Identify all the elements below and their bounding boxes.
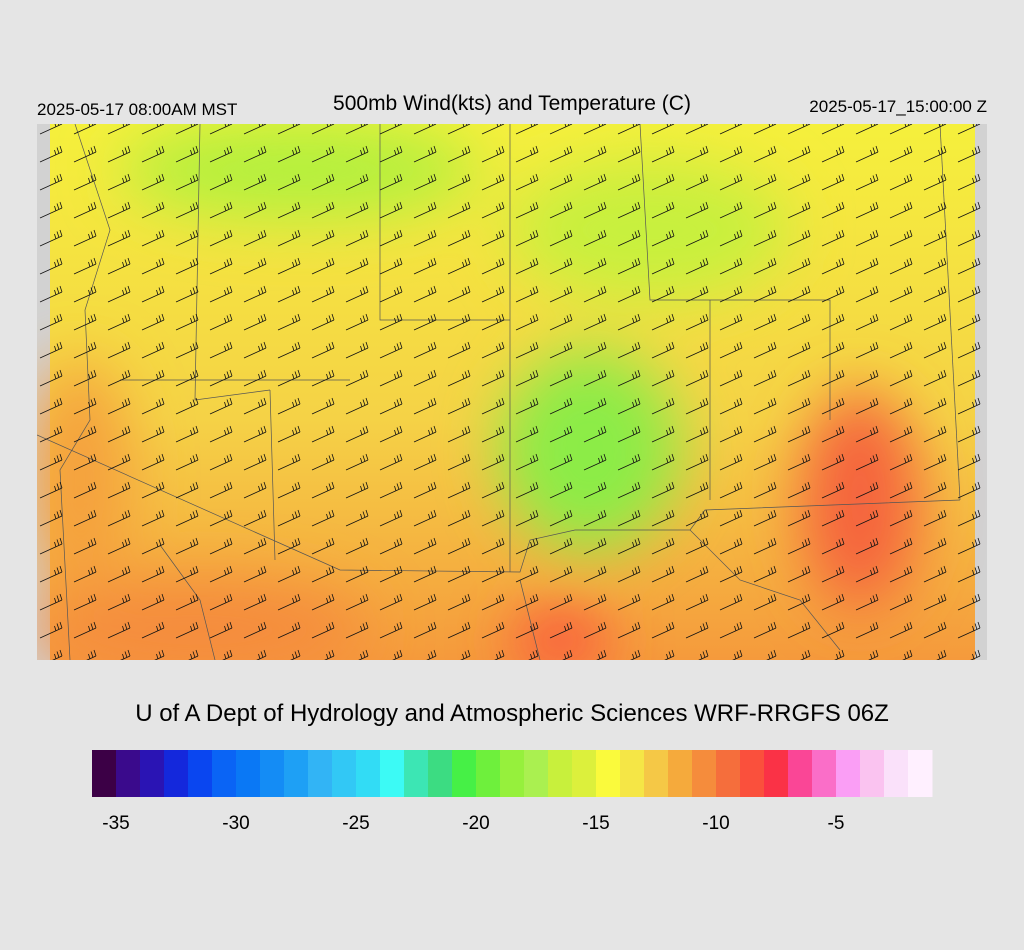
colorbar-tick-label: -10	[702, 813, 729, 834]
colorbar-swatch	[188, 750, 213, 797]
colorbar-swatch	[92, 750, 117, 797]
colorbar-swatch	[260, 750, 285, 797]
valid-local: 2025-05-17 08:00AM MST	[37, 100, 237, 119]
colorbar-swatch	[404, 750, 429, 797]
colorbar-swatch	[140, 750, 165, 797]
colorbar-swatch	[308, 750, 333, 797]
colorbar-swatch	[116, 750, 141, 797]
colorbar-swatch	[212, 750, 237, 797]
colorbar-swatch	[788, 750, 813, 797]
colorbar-swatch	[812, 750, 837, 797]
colorbar-swatch	[572, 750, 597, 797]
colorbar-swatch	[884, 750, 909, 797]
colorbar-swatch	[500, 750, 525, 797]
credit: U of A Dept of Hydrology and Atmospheric…	[135, 700, 889, 727]
colorbar-tick-label: -5	[828, 813, 845, 834]
map	[37, 124, 987, 660]
colorbar-swatch	[476, 750, 501, 797]
colorbar-swatch	[860, 750, 885, 797]
colorbar-swatch	[332, 750, 357, 797]
colorbar-tick-label: -30	[222, 813, 249, 834]
colorbar-swatch	[452, 750, 477, 797]
colorbar-tick-label: -25	[342, 813, 369, 834]
colorbar-swatch	[716, 750, 741, 797]
colorbar-swatch	[836, 750, 861, 797]
colorbar: -35 -30 -25 -20 -15 -10 -5	[92, 750, 933, 834]
colorbar-swatch	[236, 750, 261, 797]
colorbar-swatch	[620, 750, 645, 797]
colorbar-tick-label: -35	[102, 813, 129, 834]
colorbar-swatch	[908, 750, 933, 797]
colorbar-swatch	[284, 750, 309, 797]
colorbar-swatch	[548, 750, 573, 797]
colorbar-swatch	[356, 750, 381, 797]
colorbar-swatch	[644, 750, 669, 797]
colorbar-swatch	[692, 750, 717, 797]
colorbar-swatch	[668, 750, 693, 797]
colorbar-swatch	[428, 750, 453, 797]
colorbar-swatch	[596, 750, 621, 797]
colorbar-swatch	[740, 750, 765, 797]
map-title: 500mb Wind(kts) and Temperature (C)	[333, 92, 691, 115]
colorbar-tick-label: -20	[462, 813, 489, 834]
colorbar-swatch	[524, 750, 549, 797]
colorbar-swatch	[164, 750, 189, 797]
colorbar-swatch	[380, 750, 405, 797]
valid-utc: 2025-05-17_15:00:00 Z	[809, 97, 987, 116]
colorbar-swatch	[764, 750, 789, 797]
colorbar-tick-label: -15	[582, 813, 609, 834]
